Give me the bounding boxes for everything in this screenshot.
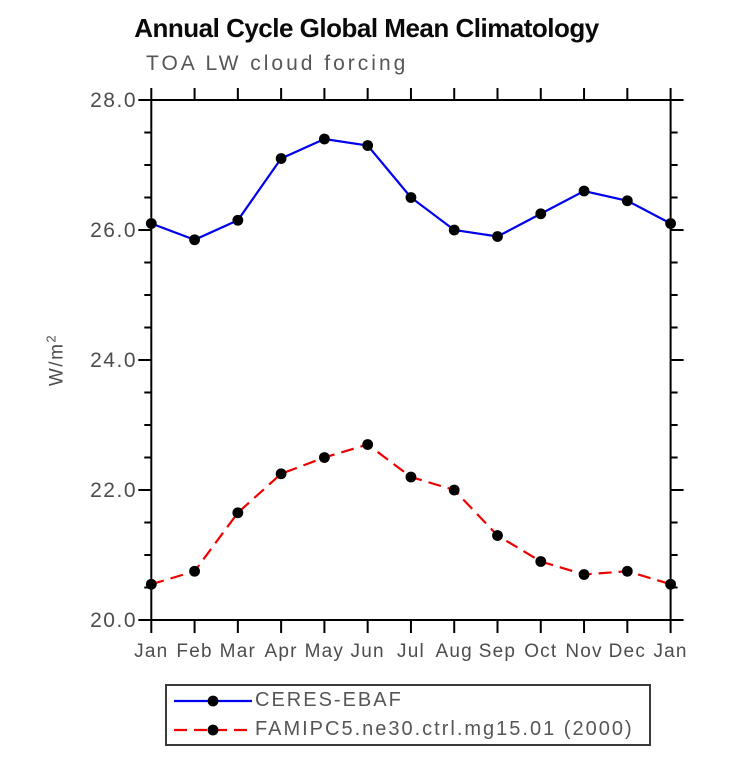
data-point-marker	[535, 208, 547, 220]
data-point-marker	[232, 507, 244, 519]
data-point-marker	[319, 452, 330, 463]
x-tick-label: Oct	[524, 641, 557, 662]
x-tick-label: Mar	[220, 641, 256, 662]
x-tick-label: Nov	[565, 641, 602, 662]
y-tick-label: 26.0	[90, 219, 137, 242]
x-tick-label: Apr	[265, 641, 298, 662]
x-tick-label: Jan	[653, 641, 687, 662]
x-tick-label: Jul	[397, 641, 425, 662]
y-tick-label: 24.0	[90, 349, 137, 372]
data-point-marker	[362, 140, 374, 151]
data-point-marker	[189, 565, 200, 577]
series-line-0	[150, 137, 672, 241]
legend-item-ceres-ebaf: CERES-EBAF	[167, 686, 649, 715]
x-tick-label: Jun	[351, 641, 385, 662]
chart-title: Annual Cycle Global Mean Climatology	[134, 13, 599, 43]
data-point-marker	[535, 556, 547, 567]
legend-label: CERES-EBAF	[255, 689, 403, 711]
x-tick-label: Sep	[479, 641, 516, 662]
x-tick-label: Dec	[609, 641, 646, 662]
data-point-marker	[492, 530, 503, 541]
data-point-marker	[448, 484, 460, 496]
data-point-marker	[362, 439, 374, 450]
data-point-marker	[145, 218, 157, 229]
legend-marker	[207, 724, 219, 735]
x-tick-label: May	[305, 641, 345, 662]
data-point-marker	[665, 578, 676, 590]
plot-border	[150, 99, 672, 621]
legend-marker	[207, 695, 219, 706]
data-point-marker	[448, 224, 460, 236]
data-point-marker	[275, 468, 287, 480]
data-point-marker	[232, 214, 244, 226]
legend: CERES-EBAF FAMIPC5.ne30.ctrl.mg15.01 (20…	[165, 684, 651, 746]
legend-item-famipc5: FAMIPC5.ne30.ctrl.mg15.01 (2000)	[167, 715, 649, 744]
legend-line-sample-solid	[174, 695, 252, 706]
data-point-marker	[405, 192, 417, 203]
data-point-marker	[492, 231, 503, 242]
x-tick-label: Aug	[436, 641, 473, 662]
series-line-1	[150, 443, 671, 586]
data-point-marker	[578, 569, 590, 580]
chart-subtitle: TOA LW cloud forcing	[146, 52, 409, 75]
data-point-marker	[319, 133, 330, 145]
data-point-marker	[275, 153, 287, 164]
data-point-marker	[145, 578, 157, 590]
y-tick-label: 20.0	[90, 609, 137, 632]
legend-line-sample-dashed	[174, 724, 252, 735]
y-tick-label: 28.0	[90, 89, 137, 112]
x-tick-label: Jan	[134, 641, 168, 662]
y-tick-label: 22.0	[90, 479, 137, 502]
data-point-marker	[578, 185, 590, 197]
x-tick-label: Feb	[176, 641, 212, 662]
legend-label: FAMIPC5.ne30.ctrl.mg15.01 (2000)	[255, 718, 634, 740]
data-point-marker	[621, 195, 633, 207]
data-point-marker	[621, 565, 633, 577]
data-point-marker	[665, 218, 676, 229]
data-point-marker	[189, 234, 200, 246]
data-point-marker	[405, 471, 417, 483]
